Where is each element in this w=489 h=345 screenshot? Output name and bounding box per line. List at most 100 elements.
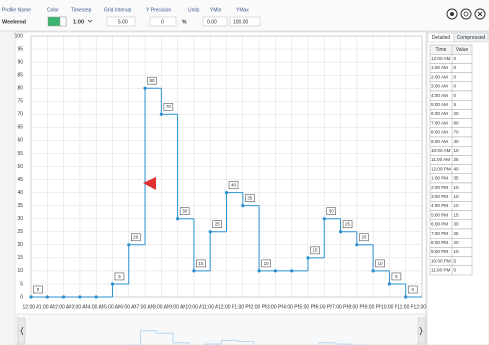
point — [387, 282, 392, 286]
x-tick-clip: 9:00 AM — [169, 304, 185, 310]
point-label: 40 — [231, 182, 237, 187]
point — [241, 204, 245, 208]
y-precision-value[interactable]: 0 — [161, 19, 164, 25]
time-cell: 7:00 AM — [431, 120, 448, 125]
point-label-box — [196, 259, 206, 268]
y-precision-input[interactable] — [149, 16, 177, 27]
x-tick-clip: 9:00 PM — [365, 304, 381, 310]
x-tick-clip: 11:00 AM — [202, 304, 218, 310]
value-cell: 0 — [454, 84, 457, 89]
y-tick-label: 95 — [17, 46, 23, 52]
help-button[interactable] — [460, 8, 472, 20]
units-value[interactable]: % — [182, 19, 187, 25]
window-buttons — [446, 8, 486, 20]
point — [224, 191, 229, 195]
table-row — [429, 265, 473, 276]
grid-interval-input[interactable] — [106, 16, 136, 27]
pin-icon — [450, 12, 454, 16]
value-cell: 35 — [454, 176, 460, 181]
x-tick-label: 12:00 PM — [218, 304, 239, 310]
x-tick-clip: 12:00 PM — [218, 304, 239, 310]
time-cell: 3:00 AM — [431, 84, 448, 89]
ymax-input[interactable] — [229, 16, 261, 27]
timestep-value[interactable]: 1:00 — [73, 19, 84, 25]
tab-compressed[interactable] — [453, 32, 489, 43]
time-cell: 1:00 PM — [431, 176, 448, 181]
time-cell: 5:00 PM — [431, 212, 448, 217]
value-cell: 10 — [454, 249, 460, 254]
x-tick-clip: 5:00 PM — [299, 304, 315, 310]
point — [127, 243, 131, 247]
x-tick-clip: 3:00 PM — [267, 304, 283, 310]
x-tick-clip: 7:00 AM — [137, 304, 153, 310]
x-tick-label: 2:00 PM — [251, 304, 270, 310]
x-tick-label: 1:00 PM — [234, 304, 253, 310]
timestep-chevron[interactable] — [87, 19, 93, 23]
point — [257, 269, 261, 273]
point-label: 5 — [395, 274, 398, 279]
y-tick-label: 0 — [20, 294, 23, 300]
point-label-box — [212, 220, 222, 228]
time-cell: 2:00 PM — [431, 185, 448, 190]
point-label: 15 — [312, 248, 318, 253]
time-cell: 9:00 PM — [431, 249, 448, 254]
y-tick-label: 20 — [17, 242, 23, 248]
time-cell: 9:00 AM — [431, 139, 448, 144]
point-label: 25 — [345, 222, 351, 227]
ymax-value[interactable]: 100.00 — [233, 19, 249, 25]
cursor-marker — [143, 177, 156, 190]
y-tick-label: 40 — [17, 190, 23, 196]
y-tick-label: 15 — [17, 255, 23, 261]
scroll-right[interactable] — [417, 317, 426, 345]
time-cell: 10:00 PM — [431, 258, 451, 263]
profile-name[interactable]: Weekend — [2, 19, 26, 25]
y-tick-label: 5 — [20, 281, 23, 287]
time-cell: 6:00 AM — [431, 111, 448, 116]
y-tick-label: 60 — [17, 138, 23, 144]
y-tick-label: 45 — [17, 177, 23, 183]
chart: 0510152025303540455055606570758085909510… — [15, 33, 430, 310]
point-label: 10 — [264, 261, 270, 266]
time-cell: 12:00 AM — [431, 56, 451, 61]
point-label-box — [326, 207, 336, 215]
point — [29, 295, 33, 299]
time-cell: 4:00 PM — [431, 203, 448, 208]
point — [371, 269, 375, 273]
point — [159, 112, 163, 116]
value-cell: 0 — [454, 56, 457, 61]
value-cell: 25 — [454, 157, 460, 162]
x-tick-clip: 11:00 PM — [397, 304, 413, 310]
x-tick-clip: 12:00 AM — [23, 304, 39, 310]
point-label-box — [33, 285, 43, 294]
x-tick-clip: 2:00 AM — [55, 304, 73, 310]
scroll-left[interactable] — [17, 317, 26, 345]
value-cell: 10 — [454, 148, 460, 153]
x-tick-label: 10:00 PM — [381, 304, 402, 310]
toolbar-label: Color — [47, 7, 59, 13]
x-tick-clip: 8:00 AM — [153, 304, 169, 310]
time-cell: 8:00 PM — [431, 240, 448, 245]
y-tick-label: 85 — [17, 72, 23, 78]
x-tick-label: 4:00 AM — [88, 304, 106, 310]
point-label-box — [310, 246, 320, 255]
x-tick-label: 10:00 AM — [185, 304, 206, 310]
time-cell: 12:00 PM — [431, 166, 451, 171]
time-cell: 3:00 PM — [431, 194, 448, 199]
x-tick-label: 2:00 AM — [55, 304, 73, 310]
chart-panel — [14, 31, 427, 345]
value-cell: 30 — [454, 139, 460, 144]
time-cell: 5:00 AM — [431, 102, 448, 107]
y-tick-label: 100 — [15, 33, 24, 39]
point-label: 25 — [215, 222, 221, 227]
grid-interval-value[interactable]: 5.00 — [118, 19, 128, 25]
x-tick-clip: 1:00 AM — [39, 304, 55, 310]
x-tick-label: 7:00 PM — [332, 304, 351, 310]
point — [94, 295, 98, 299]
plot-frame — [30, 35, 423, 298]
ymin-value[interactable]: 0.00 — [207, 19, 217, 25]
point-label: 10 — [198, 261, 204, 266]
time-cell: 7:00 PM — [431, 231, 448, 236]
tab-label: Compressed — [457, 35, 486, 41]
ymin-input[interactable] — [202, 16, 228, 27]
